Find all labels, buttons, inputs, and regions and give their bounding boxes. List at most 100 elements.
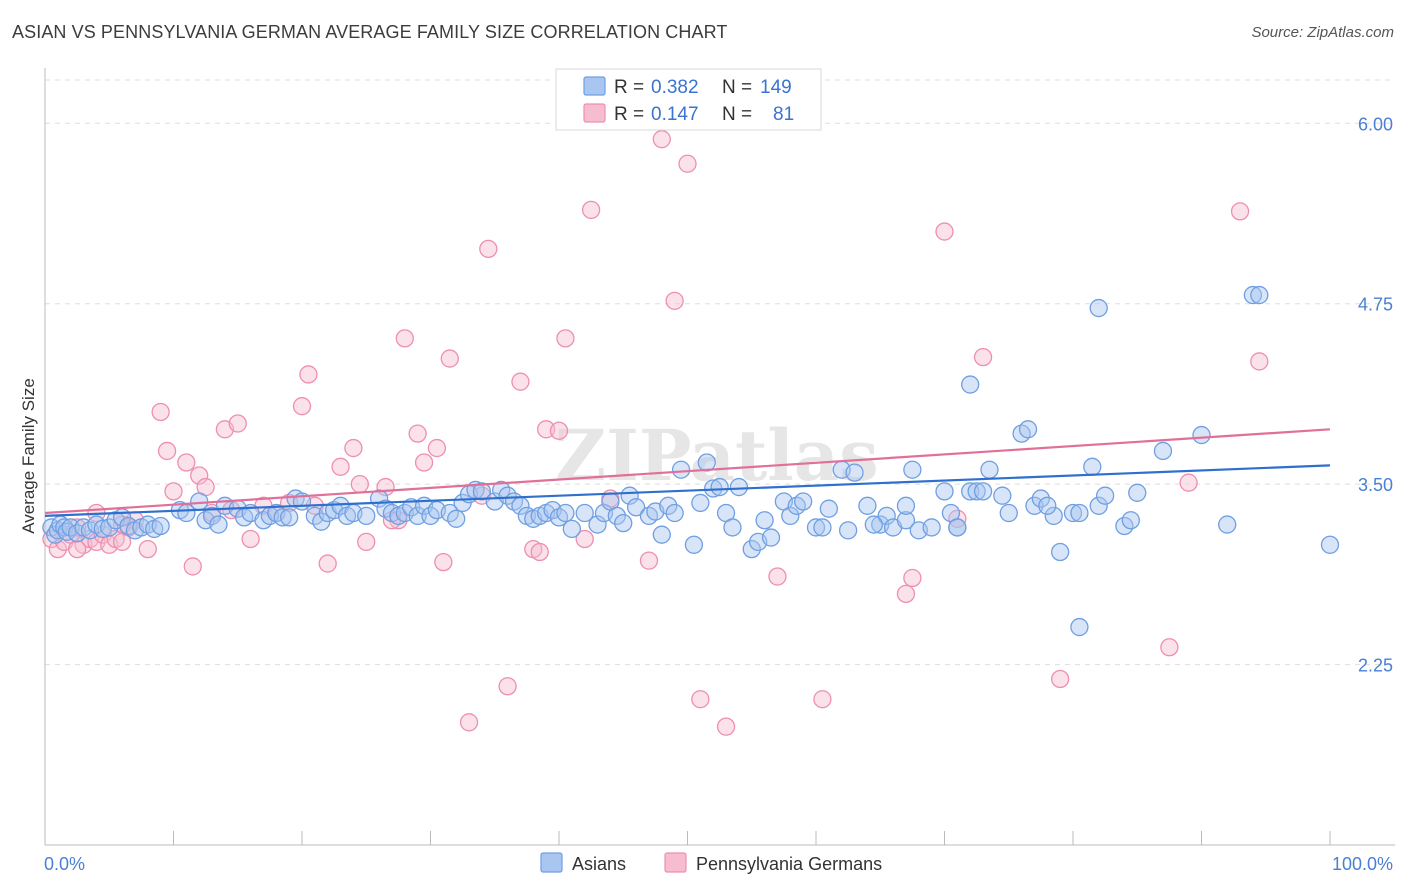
point-pennsylvania-german: [498, 677, 517, 696]
point-asian: [973, 482, 993, 501]
point-asian: [961, 375, 980, 394]
point-asian: [1031, 489, 1051, 508]
point-asian: [1044, 506, 1063, 526]
point-asian: [845, 463, 864, 482]
point-pennsylvania-german: [151, 402, 170, 422]
source-credit: Source: ZipAtlas.com: [1251, 24, 1394, 41]
chart-title: ASIAN VS PENNSYLVANIA GERMAN AVERAGE FAM…: [12, 22, 728, 42]
point-pennsylvania-german: [157, 441, 177, 461]
x-tick-label: 0.0%: [44, 854, 85, 874]
point-pennsylvania-german: [935, 222, 954, 241]
legend-swatch-pennsylvania-germans: [583, 103, 606, 123]
point-asian: [93, 519, 112, 539]
legend-label-asians: Asians: [572, 854, 626, 874]
point-asian: [813, 518, 832, 537]
point-asian: [1153, 441, 1173, 461]
point-asian: [999, 503, 1018, 523]
point-pennsylvania-german: [813, 690, 832, 709]
point-asian: [279, 508, 299, 527]
point-asian: [1038, 496, 1057, 515]
point-pennsylvania-german: [1179, 473, 1198, 492]
point-asian: [1192, 425, 1211, 445]
point-asian: [659, 496, 678, 515]
point-asian: [864, 515, 883, 534]
point-asian: [575, 503, 594, 523]
legend-label-pennsylvania-germans: Pennsylvania Germans: [696, 854, 882, 874]
point-pennsylvania-german: [768, 567, 787, 586]
point-asian: [190, 492, 209, 511]
point-asian: [710, 477, 729, 497]
point-pennsylvania-german: [292, 397, 312, 416]
point-asian: [935, 482, 954, 501]
legend-n-label: N =: [722, 104, 752, 125]
point-asian: [967, 482, 986, 501]
legend-swatch-pennsylvania-germans: [664, 852, 687, 873]
point-asian: [742, 539, 761, 559]
point-asian: [620, 486, 639, 505]
point-asian: [1243, 285, 1263, 305]
watermark: ZIPatlas: [555, 414, 879, 497]
point-asian: [1320, 535, 1340, 554]
point-pennsylvania-german: [241, 529, 260, 549]
legend-n-value: 149: [760, 77, 792, 98]
point-pennsylvania-german: [511, 372, 530, 391]
point-asian: [671, 460, 691, 479]
point-pennsylvania-german: [440, 349, 459, 368]
point-asian: [1250, 285, 1269, 305]
point-pennsylvania-german: [549, 421, 569, 440]
point-pennsylvania-german: [1051, 669, 1070, 689]
point-asian: [781, 506, 800, 526]
point-asian: [903, 460, 922, 479]
point-pennsylvania-german: [479, 239, 498, 259]
legend-n-label: N =: [722, 77, 752, 98]
trendline-asians: [44, 464, 1331, 518]
legend-r-value: 0.382: [651, 77, 699, 98]
y-tick-label: 3.50: [1358, 475, 1393, 495]
point-asian: [858, 496, 877, 515]
point-pennsylvania-german: [973, 347, 993, 367]
legend-r-label: R =: [614, 104, 644, 125]
point-asian: [922, 518, 941, 537]
point-asian: [665, 503, 684, 523]
point-asian: [877, 506, 896, 526]
legend-r-label: R =: [614, 77, 644, 98]
point-asian: [723, 518, 742, 537]
legend-n-value: 81: [773, 104, 794, 125]
point-pennsylvania-german: [164, 482, 183, 501]
point-asian: [1095, 486, 1115, 505]
point-pennsylvania-german: [395, 329, 414, 348]
point-asian: [1070, 617, 1089, 637]
y-tick-label: 6.00: [1358, 114, 1393, 134]
point-asian: [1051, 542, 1070, 562]
y-axis-title: Average Family Size: [19, 378, 38, 534]
point-pennsylvania-german: [67, 539, 87, 559]
point-asian: [1218, 515, 1237, 534]
point-pennsylvania-german: [1160, 638, 1179, 657]
point-asian: [151, 516, 170, 536]
point-asian: [652, 525, 671, 544]
trendline-pennsylvania-germans: [44, 428, 1331, 515]
point-asian: [755, 511, 774, 530]
y-tick-label: 4.75: [1358, 295, 1393, 315]
point-pennsylvania-german: [581, 200, 601, 220]
grid-lines: [45, 79, 1395, 666]
point-asian: [961, 482, 980, 501]
point-asian: [1018, 420, 1038, 439]
point-pennsylvania-german: [190, 466, 209, 485]
point-asian: [1083, 457, 1102, 476]
point-asian: [556, 503, 575, 523]
point-pennsylvania-german: [1250, 352, 1269, 371]
point-pennsylvania-german: [408, 424, 427, 443]
point-asian: [806, 518, 826, 537]
point-pennsylvania-german: [691, 690, 710, 709]
point-asian: [729, 477, 749, 497]
legend-r-value: 0.147: [651, 104, 699, 125]
point-asian: [1121, 511, 1140, 530]
point-asian: [472, 482, 492, 501]
point-asian: [691, 493, 710, 513]
trend-lines: [44, 428, 1331, 518]
series-pennsylvania-germans: [42, 130, 1269, 736]
point-pennsylvania-german: [331, 457, 350, 476]
legend-swatch-asians: [540, 852, 563, 873]
point-pennsylvania-german: [427, 438, 447, 458]
